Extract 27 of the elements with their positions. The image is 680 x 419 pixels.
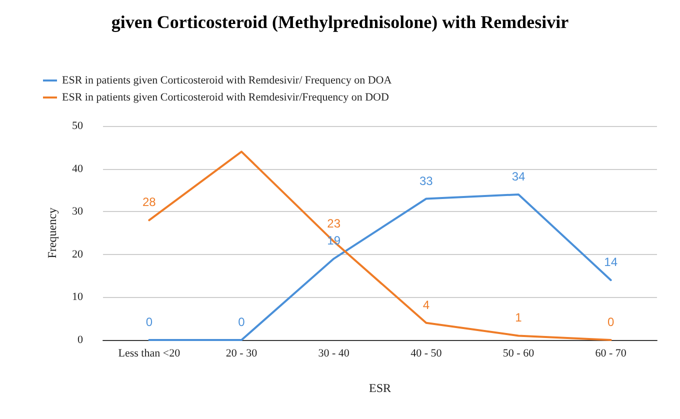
x-tick-label: 60 - 70 <box>595 348 627 360</box>
legend-label: ESR in patients given Corticosteroid with Remdesivir/ Frequency on DOA <box>62 74 392 86</box>
data-label: 14 <box>604 255 618 270</box>
data-label: 0 <box>146 315 153 329</box>
x-tick-label: Less than <20 <box>118 348 181 360</box>
x-tick-label: 40 - 50 <box>410 348 442 360</box>
data-label: 4 <box>422 298 430 312</box>
data-label: 0 <box>607 315 614 329</box>
data-label: 0 <box>238 315 246 329</box>
y-tick-label: 40 <box>72 162 84 175</box>
x-tick-label: 30 - 40 <box>318 348 350 360</box>
y-axis-title: Frequency <box>45 208 59 258</box>
chart-title: given Corticosteroid (Methylprednisolone) with Remdesivir <box>111 12 569 32</box>
y-tick-label: 0 <box>78 334 84 346</box>
data-label: 23 <box>327 216 341 231</box>
data-label: 28 <box>142 195 156 210</box>
x-tick-label: 20 - 30 <box>226 348 258 360</box>
x-axis-title: ESR <box>368 381 392 395</box>
y-tick-label: 50 <box>72 120 84 132</box>
legend-label: ESR in patients given Corticosteroid with Remdesivir/Frequency on DOD <box>62 92 389 104</box>
data-label: 1 <box>515 310 522 325</box>
data-label: 33 <box>419 174 434 188</box>
y-tick-label: 30 <box>72 206 84 218</box>
y-tick-label: 20 <box>72 248 84 260</box>
y-tick-label: 10 <box>72 291 84 304</box>
data-label: 34 <box>512 169 526 184</box>
x-tick-label: 50 - 60 <box>502 348 535 360</box>
